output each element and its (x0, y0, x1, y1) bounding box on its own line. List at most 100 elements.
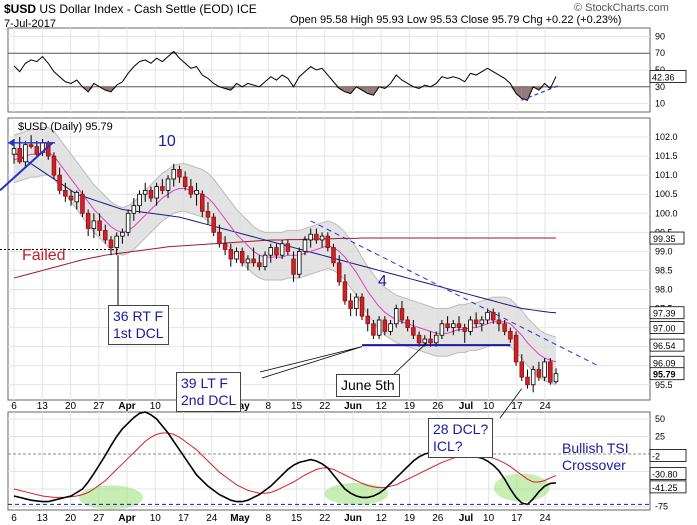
x-tick-label: 20 (65, 401, 77, 412)
tsi-tick-label: 25 (655, 432, 665, 442)
x-tick-label: 10 (150, 401, 162, 412)
box-28-line2: ICL? (433, 438, 463, 454)
candle-body (51, 155, 57, 176)
x-tick-label: Apr (118, 401, 135, 412)
x-tick-label: Apr (118, 513, 135, 524)
box-39-line2: 2nd DCL (181, 392, 237, 408)
candle-body (456, 323, 462, 328)
candle-body (28, 144, 34, 147)
x-tick-label: 22 (319, 401, 331, 412)
header-name: US Dollar Index - Cash Settle (EOD) (39, 2, 234, 16)
rsi-tick-label: 90 (655, 31, 665, 41)
price-marker-label: 97.39 (653, 309, 676, 319)
price-tick-label: 95.5 (655, 380, 673, 390)
annotation-ten: 10 (158, 133, 176, 150)
box-june-line1: June 5th (341, 377, 395, 393)
x-tick-label: 20 (65, 513, 77, 524)
price-trendline-up (0, 142, 54, 192)
candle-body (433, 334, 439, 344)
box-39-line1: 39 LT F (181, 375, 228, 391)
annotation-failed: Failed (22, 247, 66, 264)
candle-body (68, 195, 74, 201)
rsi-line (13, 50, 557, 101)
rsi-tick-label: 50 (655, 65, 665, 75)
rsi-oversold-fill (516, 86, 522, 99)
candle-body (451, 323, 456, 328)
rsi-oversold-fill (367, 86, 374, 96)
candle-body (125, 212, 131, 233)
x-tick-label: Jun (344, 513, 362, 524)
header-exchange: ICE (236, 2, 257, 16)
rsi-tick-label: 10 (655, 99, 665, 109)
candle-body (314, 233, 319, 241)
candle-body (57, 174, 62, 191)
candle-body (530, 369, 536, 386)
price-marker-label: 99.35 (653, 234, 676, 244)
x-tick-label: 15 (291, 513, 303, 524)
candle-body (336, 262, 342, 283)
candle-body (217, 231, 222, 245)
x-tick-label: 13 (37, 513, 49, 524)
candle-body (80, 193, 85, 214)
rsi-oversold-fill (230, 86, 237, 91)
candle-body (393, 308, 399, 325)
candle-body (308, 233, 313, 241)
candle-body (11, 148, 17, 155)
tsi-highlight-ellipse (493, 473, 550, 502)
price-marker-box (649, 321, 685, 334)
candle-body (239, 250, 245, 264)
candle-body (376, 319, 382, 336)
tsi-marker-label: -30.80 (652, 470, 678, 480)
candle-body (97, 220, 102, 231)
price-tick-label: 101.5 (655, 151, 678, 161)
candle-body (354, 296, 359, 309)
watermark: © StockCharts.com (574, 2, 669, 14)
x-tick-label: 17 (178, 513, 190, 524)
candle-body (519, 361, 525, 378)
candle-body (103, 230, 108, 241)
tsi-marker-label: -2 (652, 451, 660, 461)
candle-body (17, 148, 22, 163)
candle-body (74, 191, 80, 203)
candle-body (411, 327, 416, 336)
candle-body (211, 216, 216, 233)
tsi-line2: Crossover (562, 457, 626, 473)
x-tick-label: 26 (432, 401, 444, 412)
tsi-highlight-ellipse (78, 485, 143, 510)
candle-body (399, 308, 405, 321)
callout-39 (259, 346, 363, 379)
rsi-tick-label: 70 (655, 48, 665, 58)
annotation-box-june: June 5th (336, 374, 400, 397)
candle-body (548, 361, 553, 383)
annotation-box-28-dcl: 28 DCL? ICL? (428, 418, 494, 458)
tsi-tick-label: -75 (655, 502, 668, 512)
candle-body (348, 300, 353, 309)
candle-body (513, 334, 519, 363)
candle-body (251, 258, 256, 264)
x-tick-label: 17 (511, 401, 523, 412)
candle-body (291, 258, 296, 275)
x-tick-label: 10 (150, 513, 162, 524)
x-tick-label: 10 (483, 513, 495, 524)
candle-body (205, 210, 211, 218)
box-36-line2: 1st DCL (113, 325, 164, 341)
candle-body (319, 235, 325, 241)
x-tick-label: 19 (404, 401, 416, 412)
x-tick-label: 24 (540, 513, 552, 524)
x-tick-label: Jul (459, 401, 474, 412)
price-tick-label: 100.0 (655, 208, 678, 218)
candle-body (473, 319, 479, 325)
x-tick-label: 8 (265, 513, 271, 524)
candle-body (120, 231, 125, 237)
box-36-line1: 36 RT F (113, 308, 164, 324)
candle-body (91, 220, 97, 229)
candle-body (148, 190, 154, 199)
candle-body (262, 254, 268, 268)
header-ohlc: Open 95.58 High 95.93 Low 95.53 Close 95… (290, 14, 622, 26)
candle-body (422, 338, 428, 344)
candle-body (131, 205, 137, 214)
candle-body (439, 323, 445, 336)
price-legend: $USD (Daily) 95.79 (18, 121, 113, 133)
candle-body (496, 319, 502, 325)
